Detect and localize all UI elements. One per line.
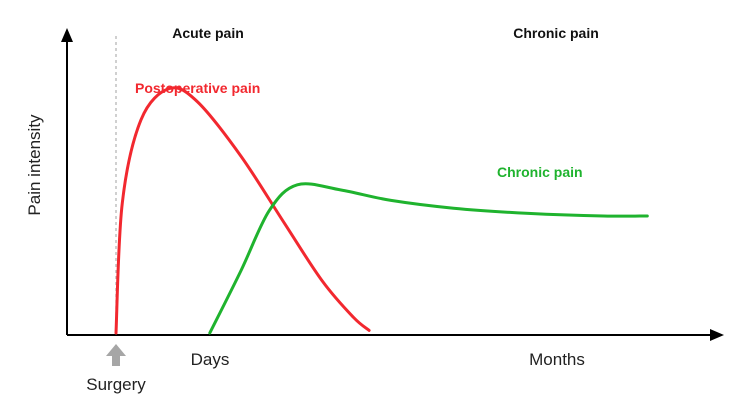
series-0: Postoperative pain (114, 80, 371, 335)
x-axis-arrow (710, 329, 724, 341)
series-1: Chronic pain (208, 164, 649, 335)
y-axis-label: Pain intensity (25, 114, 44, 216)
x-tick-label-days: Days (191, 350, 230, 369)
surgery-label: Surgery (86, 375, 146, 394)
series-label-1: Chronic pain (497, 164, 583, 180)
series-line-0 (114, 86, 371, 335)
section-label-chronic: Chronic pain (513, 25, 599, 41)
x-tick-label-months: Months (529, 350, 585, 369)
series-line-1 (208, 182, 649, 335)
surgery-arrow-icon (106, 344, 126, 366)
section-label-acute: Acute pain (172, 25, 244, 41)
series-label-0: Postoperative pain (135, 80, 260, 96)
series-layer: Postoperative pain Chronic pain (114, 80, 649, 335)
y-axis-arrow (61, 28, 73, 42)
